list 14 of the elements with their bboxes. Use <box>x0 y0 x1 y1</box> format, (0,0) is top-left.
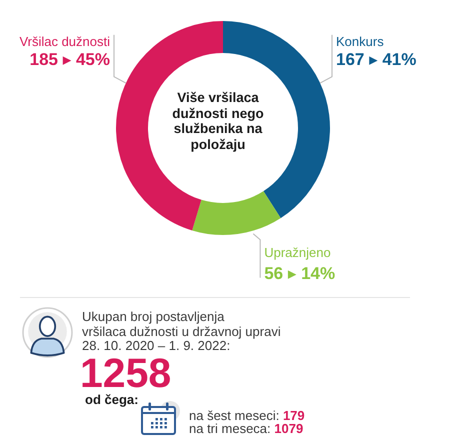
text: 28. 10. 2020 – 1. 9. 2022: <box>82 338 230 353</box>
text: vršilaca dužnosti u državnoj upravi <box>82 324 281 339</box>
text: na šest meseci: 179 <box>189 408 305 423</box>
slice-label: Vršilac dužnosti <box>19 34 110 49</box>
text: Ukupan broj postavljenja <box>82 309 224 324</box>
slice-label: Konkurs <box>336 34 384 49</box>
donut-slice <box>192 191 281 235</box>
data-label: 167 ▸ 41% <box>336 50 416 69</box>
text: od čega: <box>85 392 138 407</box>
slice-label: Upražnjeno <box>264 244 331 260</box>
text: na tri meseca: 1079 <box>189 421 304 436</box>
text: Više vršilaca dužnosti nego službenika na položaju <box>171 90 265 152</box>
data-label: 56 ▸ 14% <box>264 264 336 283</box>
data-label: 185 ▸ 45% <box>30 50 110 69</box>
